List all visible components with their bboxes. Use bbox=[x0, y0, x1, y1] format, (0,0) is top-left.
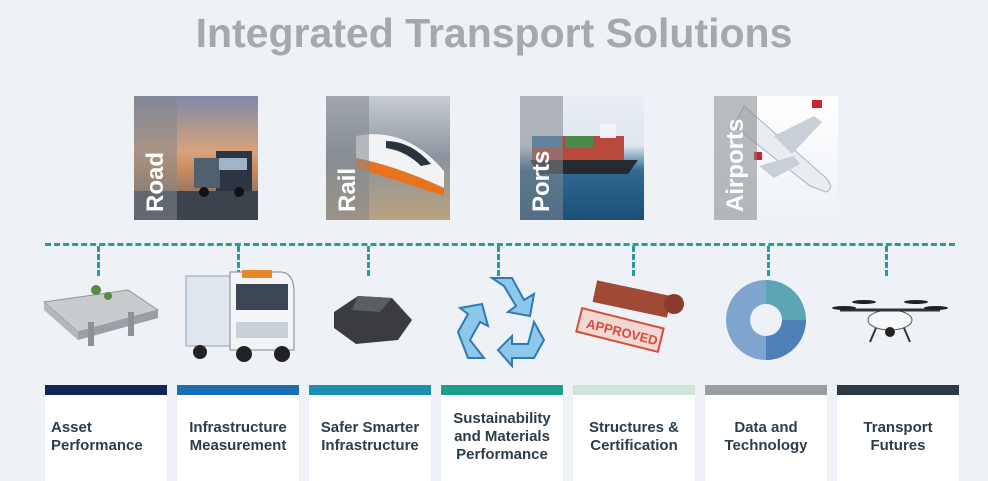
service-label: Sustainability and Materials Performance bbox=[453, 410, 551, 463]
survey-truck-icon bbox=[178, 262, 300, 377]
approved-stamp-icon: APPROVED bbox=[574, 262, 696, 377]
service-label: Infrastructure Measurement bbox=[189, 419, 287, 454]
mode-label-rail: Rail bbox=[334, 167, 361, 212]
train-icon bbox=[356, 134, 444, 196]
connector-drop bbox=[497, 246, 500, 276]
service-label: Structures & Certification bbox=[588, 419, 680, 454]
card-accent-bar bbox=[309, 385, 431, 395]
connector-drop bbox=[767, 246, 770, 276]
connector-drop bbox=[97, 246, 100, 276]
drone-icon bbox=[830, 262, 952, 377]
card-accent-bar bbox=[837, 385, 959, 395]
service-card-transport-futures[interactable]: Transport Futures bbox=[837, 385, 959, 481]
card-accent-bar bbox=[705, 385, 827, 395]
mode-label-road: Road bbox=[142, 152, 169, 212]
connector-line bbox=[45, 243, 955, 246]
service-card-data-technology[interactable]: Data and Technology bbox=[705, 385, 827, 481]
mode-tile-road[interactable]: Road bbox=[134, 96, 258, 220]
card-accent-bar bbox=[45, 385, 167, 395]
connector-drop bbox=[885, 246, 888, 276]
airplane-icon bbox=[733, 100, 831, 193]
mode-tile-rail[interactable]: Rail bbox=[326, 96, 450, 220]
bridge-icon bbox=[38, 262, 160, 377]
service-card-asset-performance[interactable]: Asset Performance bbox=[45, 385, 167, 481]
mode-tile-airports[interactable]: Airports bbox=[714, 96, 838, 220]
mode-label-ports: Ports bbox=[528, 150, 555, 212]
page-title: Integrated Transport Solutions bbox=[195, 10, 793, 56]
service-label: Data and Technology bbox=[724, 419, 808, 454]
mode-tile-ports[interactable]: Ports bbox=[520, 96, 644, 220]
service-card-structures-certification[interactable]: Structures & Certification bbox=[573, 385, 695, 481]
service-label: Asset Performance bbox=[51, 419, 143, 454]
recycle-icon bbox=[442, 262, 564, 377]
service-card-safer-smarter-infrastructure[interactable]: Safer Smarter Infrastructure bbox=[309, 385, 431, 481]
card-accent-bar bbox=[573, 385, 695, 395]
connector-drop bbox=[237, 246, 240, 276]
mode-label-airports: Airports bbox=[722, 118, 749, 212]
service-card-infrastructure-measurement[interactable]: Infrastructure Measurement bbox=[177, 385, 299, 481]
asphalt-rock-icon bbox=[310, 262, 432, 377]
truck-icon bbox=[134, 151, 258, 220]
card-accent-bar bbox=[177, 385, 299, 395]
connector-drop bbox=[632, 246, 635, 276]
service-card-sustainability[interactable]: Sustainability and Materials Performance bbox=[441, 385, 563, 481]
card-accent-bar bbox=[441, 385, 563, 395]
connector-drop bbox=[367, 246, 370, 276]
service-label: Transport Futures bbox=[863, 419, 933, 454]
donut-chart-icon bbox=[706, 262, 828, 377]
service-label: Safer Smarter Infrastructure bbox=[320, 419, 420, 454]
